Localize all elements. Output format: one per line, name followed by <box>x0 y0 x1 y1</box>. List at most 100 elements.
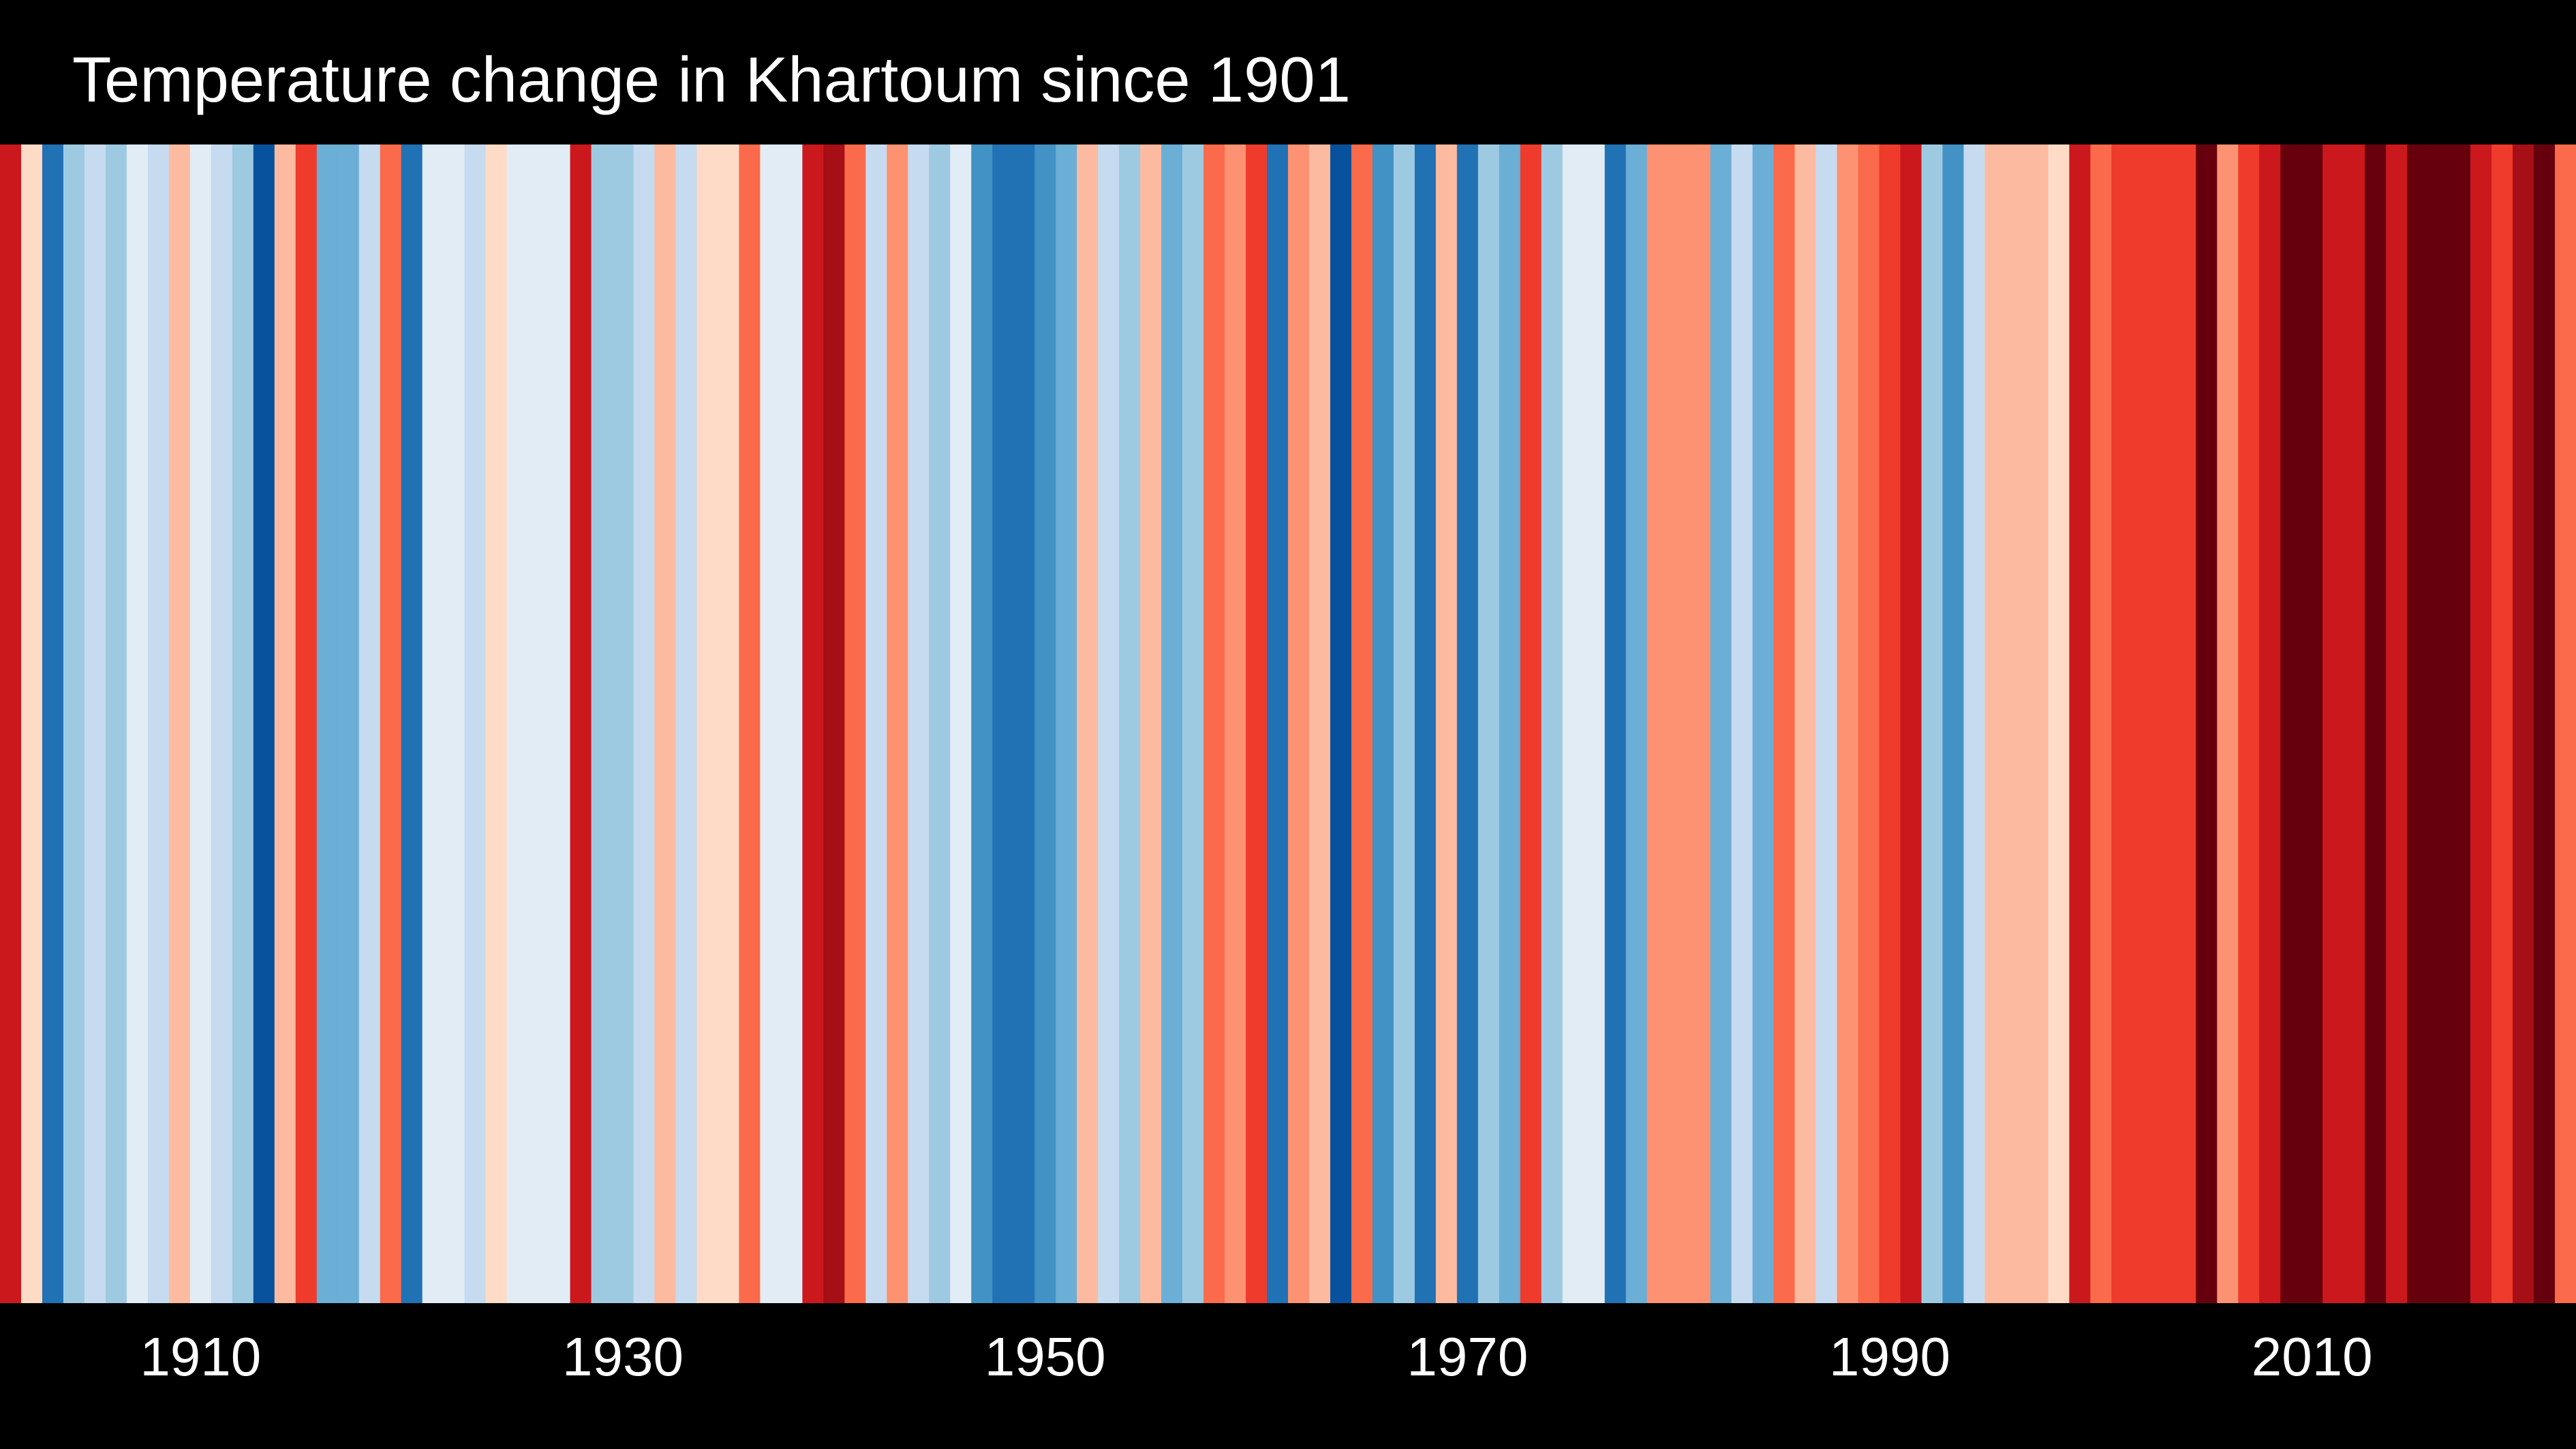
stripe-1915 <box>295 144 318 1303</box>
stripe-1935 <box>718 144 740 1303</box>
stripe-2013 <box>2365 144 2387 1303</box>
stripe-1931 <box>633 144 656 1303</box>
x-tick-label: 2010 <box>2251 1326 2373 1387</box>
stripe-1969 <box>1435 144 1458 1303</box>
stripe-2001 <box>2111 144 2133 1303</box>
stripe-1956 <box>1161 144 1183 1303</box>
stripe-2003 <box>2153 144 2175 1303</box>
stripe-1983 <box>1731 144 1753 1303</box>
stripe-1905 <box>84 144 106 1303</box>
stripe-1934 <box>696 144 719 1303</box>
stripe-1988 <box>1837 144 1859 1303</box>
stripe-2016 <box>2428 144 2450 1303</box>
stripe-2006 <box>2217 144 2239 1303</box>
stripe-1904 <box>63 144 85 1303</box>
stripe-1992 <box>1921 144 1944 1303</box>
stripe-1933 <box>675 144 698 1303</box>
stripe-1938 <box>781 144 803 1303</box>
stripe-1918 <box>358 144 381 1303</box>
warming-stripes <box>0 144 2576 1303</box>
stripe-1958 <box>1203 144 1225 1303</box>
stripe-1978 <box>1625 144 1648 1303</box>
stripe-1924 <box>485 144 508 1303</box>
stripe-1994 <box>1963 144 1986 1303</box>
stripe-1910 <box>189 144 212 1303</box>
stripe-1946 <box>950 144 972 1303</box>
stripe-1973 <box>1520 144 1542 1303</box>
stripe-1939 <box>802 144 824 1303</box>
stripe-1952 <box>1077 144 1099 1303</box>
stripe-1976 <box>1583 144 1606 1303</box>
stripe-2022 <box>2555 144 2576 1303</box>
stripe-1985 <box>1773 144 1796 1303</box>
stripe-1967 <box>1393 144 1415 1303</box>
stripe-1999 <box>2069 144 2091 1303</box>
stripe-1913 <box>253 144 275 1303</box>
stripe-1922 <box>443 144 465 1303</box>
stripe-1907 <box>126 144 149 1303</box>
stripe-1916 <box>316 144 339 1303</box>
x-tick-label: 1990 <box>1829 1326 1950 1387</box>
stripe-1960 <box>1246 144 1268 1303</box>
stripe-1911 <box>211 144 233 1303</box>
stripe-1942 <box>865 144 887 1303</box>
stripe-1929 <box>591 144 613 1303</box>
stripe-1972 <box>1499 144 1521 1303</box>
stripe-1974 <box>1541 144 1563 1303</box>
stripe-1957 <box>1182 144 1204 1303</box>
stripe-1902 <box>20 144 43 1303</box>
stripe-1959 <box>1225 144 1246 1303</box>
stripe-1991 <box>1900 144 1922 1303</box>
stripe-2005 <box>2196 144 2218 1303</box>
stripe-1936 <box>739 144 761 1303</box>
stripe-2004 <box>2175 144 2196 1303</box>
stripe-2019 <box>2491 144 2513 1303</box>
stripe-1997 <box>2027 144 2049 1303</box>
stripe-1909 <box>168 144 191 1303</box>
stripe-1912 <box>232 144 254 1303</box>
stripe-1914 <box>274 144 296 1303</box>
x-tick-label: 1930 <box>562 1326 684 1387</box>
stripe-1937 <box>760 144 782 1303</box>
stripe-2017 <box>2449 144 2471 1303</box>
stripe-2002 <box>2132 144 2154 1303</box>
stripe-1955 <box>1140 144 1162 1303</box>
stripe-2018 <box>2470 144 2492 1303</box>
stripe-1975 <box>1562 144 1584 1303</box>
stripe-1917 <box>337 144 360 1303</box>
stripe-1930 <box>612 144 634 1303</box>
stripe-2012 <box>2344 144 2365 1303</box>
stripe-2015 <box>2407 144 2429 1303</box>
stripe-2010 <box>2301 144 2323 1303</box>
stripe-1980 <box>1668 144 1690 1303</box>
stripe-1961 <box>1267 144 1289 1303</box>
stripe-1923 <box>464 144 487 1303</box>
stripe-1981 <box>1689 144 1711 1303</box>
x-tick-label: 1970 <box>1407 1326 1529 1387</box>
stripe-1941 <box>844 144 866 1303</box>
stripe-1927 <box>549 144 571 1303</box>
chart-title: Temperature change in Khartoum since 190… <box>72 44 1351 115</box>
stripe-2011 <box>2322 144 2344 1303</box>
stripe-1965 <box>1351 144 1373 1303</box>
stripe-1968 <box>1414 144 1437 1303</box>
stripe-1996 <box>2006 144 2028 1303</box>
stripe-2009 <box>2280 144 2302 1303</box>
stripe-1949 <box>1013 144 1035 1303</box>
stripe-1998 <box>2048 144 2070 1303</box>
stripe-1987 <box>1815 144 1838 1303</box>
stripe-1977 <box>1604 144 1627 1303</box>
stripe-1926 <box>527 144 550 1303</box>
stripe-2007 <box>2238 144 2260 1303</box>
stripe-2008 <box>2259 144 2281 1303</box>
stripe-1954 <box>1119 144 1141 1303</box>
stripe-1990 <box>1879 144 1901 1303</box>
stripe-1984 <box>1752 144 1775 1303</box>
stripe-1945 <box>929 144 951 1303</box>
stripe-1971 <box>1477 144 1500 1303</box>
stripe-1925 <box>506 144 529 1303</box>
stripe-2014 <box>2386 144 2408 1303</box>
stripe-1948 <box>992 144 1014 1303</box>
stripe-1928 <box>570 144 592 1303</box>
stripe-1908 <box>147 144 170 1303</box>
